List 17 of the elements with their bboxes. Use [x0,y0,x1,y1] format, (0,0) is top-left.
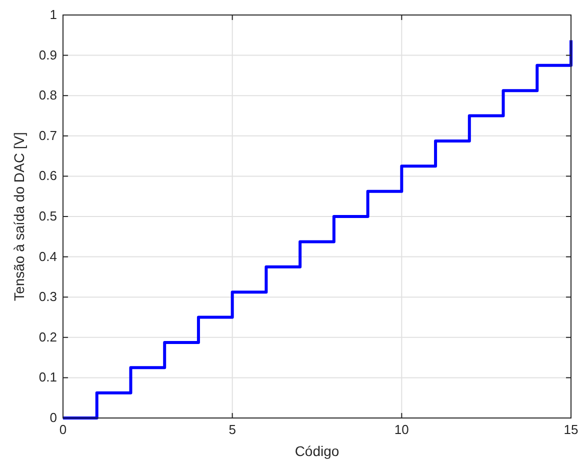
y-tick-label: 0.7 [38,128,57,143]
y-tick-label: 0.6 [38,168,57,184]
y-tick-label: 1 [50,7,57,22]
x-tick-label: 0 [59,422,67,437]
y-tick-label: 0.5 [38,208,57,224]
y-tick-label: 0.3 [38,289,57,304]
x-tick-label: 10 [394,422,409,437]
x-tick-label: 15 [564,422,578,437]
y-axis-title: Tensão à saída do DAC [V] [11,132,27,301]
x-tick-label: 5 [228,422,236,437]
y-tick-label: 0.9 [38,47,57,62]
y-tick-label: 0.4 [38,248,57,264]
y-tick-label: 0.1 [38,370,57,385]
y-tick-label: 0.8 [38,88,57,103]
x-axis-title: Código [294,443,340,459]
y-tick-label: 0.2 [38,329,57,344]
y-tick-label: 0 [50,410,57,425]
